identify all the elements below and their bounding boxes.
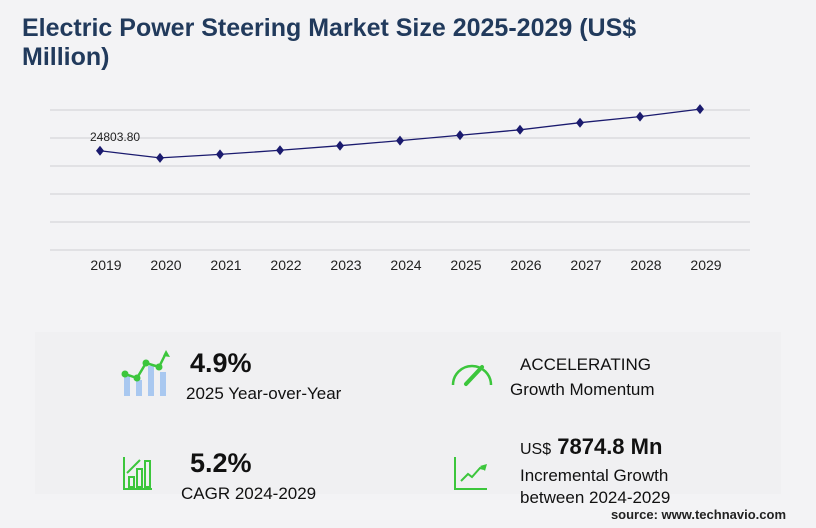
- stats-panel: [35, 332, 781, 494]
- data-point-2021: [216, 149, 224, 160]
- data-point-2020: [156, 152, 164, 163]
- x-tick-label: 2027: [570, 257, 601, 273]
- data-point-2025: [456, 130, 464, 141]
- momentum-value: ACCELERATING: [520, 355, 651, 374]
- line-chart: 2019 2020 2021 2022 2023 2024 2025 2026 2027 2028…: [50, 104, 750, 273]
- x-tick-label: 2022: [270, 257, 301, 273]
- x-tick-label: 2020: [150, 257, 181, 273]
- data-point-2022: [276, 145, 284, 156]
- x-tick-label: 2023: [330, 257, 361, 273]
- page-title: Electric Power Steering Market Size 2025…: [22, 14, 637, 71]
- incremental-label-1: Incremental Growth: [520, 466, 669, 485]
- x-tick-label: 2021: [210, 257, 241, 273]
- momentum-label: Growth Momentum: [510, 380, 655, 399]
- yoy-value: 4.9%: [190, 348, 252, 378]
- source-text: source: www.technavio.com: [610, 507, 786, 522]
- speedometer-icon: [451, 364, 493, 386]
- x-tick-label: 2019: [90, 257, 121, 273]
- data-point-2026: [516, 124, 524, 135]
- incremental-growth-value: US$ 7874.8 Mn: [520, 434, 662, 460]
- data-point-2019: [96, 145, 104, 156]
- cagr-label: CAGR 2024-2029: [181, 484, 317, 503]
- data-label: 24803.80: [90, 130, 140, 144]
- x-tick-label: 2025: [450, 257, 481, 273]
- trend-line-icon: [454, 457, 487, 490]
- data-point-2029: [696, 104, 704, 115]
- incremental-amount: 7874.8 Mn: [557, 434, 663, 459]
- x-tick-label: 2029: [690, 257, 721, 273]
- bar-chart-icon: [123, 457, 152, 490]
- series-line: [99, 108, 701, 159]
- data-point-2027: [576, 117, 584, 128]
- growth-bars-icon: [121, 350, 170, 396]
- x-tick-label: 2024: [390, 257, 421, 273]
- data-point-2024: [396, 135, 404, 146]
- currency-prefix: US$: [520, 441, 552, 458]
- incremental-label-2: between 2024-2029: [520, 488, 671, 507]
- yoy-label: 2025 Year-over-Year: [186, 384, 342, 403]
- x-tick-label: 2028: [630, 257, 661, 273]
- data-point-2023: [336, 140, 344, 151]
- x-tick-label: 2026: [510, 257, 541, 273]
- data-point-2028: [636, 111, 644, 122]
- cagr-value: 5.2%: [190, 448, 252, 478]
